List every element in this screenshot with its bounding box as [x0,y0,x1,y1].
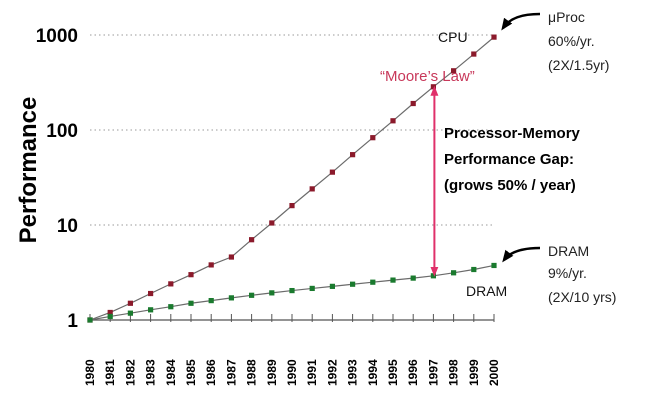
dram-data-point [249,292,255,298]
cpu-data-point [309,186,315,192]
dram-data-point [329,283,335,289]
x-tick-label: 1988 [245,359,259,386]
x-tick-label: 1999 [467,359,481,386]
cpu-data-point [127,300,133,306]
cpu-data-point [188,272,194,278]
dram-rate-line-2: 9%/yr. [548,265,587,281]
cpu-data-point [410,100,416,107]
y-tick-label: 10 [57,216,78,237]
cpu-data-point [370,135,376,141]
cpu-data-point [289,203,295,209]
cpu-data-point [451,68,457,74]
x-tick-label: 1981 [103,359,117,386]
dram-data-point [228,295,234,301]
cpu-data-point [390,118,396,124]
x-tick-label: 1991 [305,359,319,386]
cpu-callout-arrow [501,12,541,31]
dram-data-point [87,317,93,323]
cpu-data-point [350,152,356,158]
dram-data-point [107,313,113,320]
dram-rate-line-1: DRAM [548,243,589,259]
gap-line-2: Performance Gap: [444,151,574,168]
x-tick-label: 1997 [426,359,440,386]
y-axis-title: Performance [15,97,42,244]
x-tick-label: 1995 [386,359,400,386]
cpu-rate-annotation: μProc 60%/yr. (2X/1.5yr) [548,9,609,73]
cpu-rate-line-1: μProc [548,9,585,25]
moores-law-label: “Moore’s Law” [380,68,475,85]
x-tick-label: 1996 [406,359,420,386]
dram-data-point [168,304,174,310]
x-tick-label: 1989 [265,359,279,386]
x-tick-label: 1990 [285,359,299,386]
dram-data-point [309,285,315,292]
x-tick-label: 1993 [346,359,360,386]
dram-data-point [127,310,133,316]
y-tick-label: 100 [46,121,78,142]
cpu-rate-line-2: 60%/yr. [548,33,595,49]
cpu-rate-line-3: (2X/1.5yr) [548,57,609,73]
dram-data-point [289,287,295,294]
x-tick-label: 2000 [487,359,501,386]
gap-line-3: (grows 50% / year) [444,177,576,194]
dram-data-point [188,300,194,306]
x-tick-label: 1985 [184,359,198,386]
dram-data-point [430,273,436,279]
dram-data-point [269,290,275,296]
dram-data-point [390,277,396,283]
cpu-data-point [329,169,335,175]
cpu-data-point [228,254,234,260]
cpu-data-point [471,51,477,57]
x-tick-label: 1987 [224,359,238,386]
x-tick-labels: 1980 1981 1982 1983 1984 1985 1986 1987 1988 1989… [83,359,501,386]
dram-data-point [410,275,416,281]
dram-data-point [148,307,154,313]
cpu-data-point [148,290,154,297]
x-tick-label: 1983 [144,359,158,386]
x-tick-label: 1980 [83,359,97,386]
dram-data-point [208,298,214,304]
y-tick-label: 1000 [36,26,78,47]
cpu-data-point [491,34,497,40]
y-tick-label: 1 [67,311,78,332]
dram-rate-annotation: DRAM 9%/yr. (2X/10 yrs) [548,243,616,305]
x-tick-label: 1994 [366,359,380,386]
x-tick-label: 1984 [164,359,178,386]
dram-data-point [471,266,477,273]
cpu-data-point [107,309,113,316]
x-tick-label: 1986 [204,359,218,386]
cpu-series-label: CPU [438,29,468,45]
y-tick-labels: 1 10 100 1000 [36,26,79,332]
x-tick-label: 1982 [123,359,137,386]
cpu-data-point [168,281,174,287]
dram-callout-arrow [502,246,541,263]
gap-line-1: Processor-Memory [444,125,581,142]
dram-data-point [350,281,356,287]
dram-data-point [451,270,457,276]
dram-rate-line-3: (2X/10 yrs) [548,289,616,305]
dram-series-label: DRAM [466,283,507,299]
dram-data-point [370,279,376,285]
x-tick-label: 1998 [447,359,461,386]
cpu-data-point [249,237,255,243]
cpu-data-point [269,220,275,226]
dram-data-point [491,262,497,269]
cpu-data-point [208,262,214,268]
performance-gap-annotation: Processor-Memory Performance Gap: (grows… [444,125,581,194]
x-axis [89,314,495,322]
x-tick-label: 1992 [325,359,339,386]
